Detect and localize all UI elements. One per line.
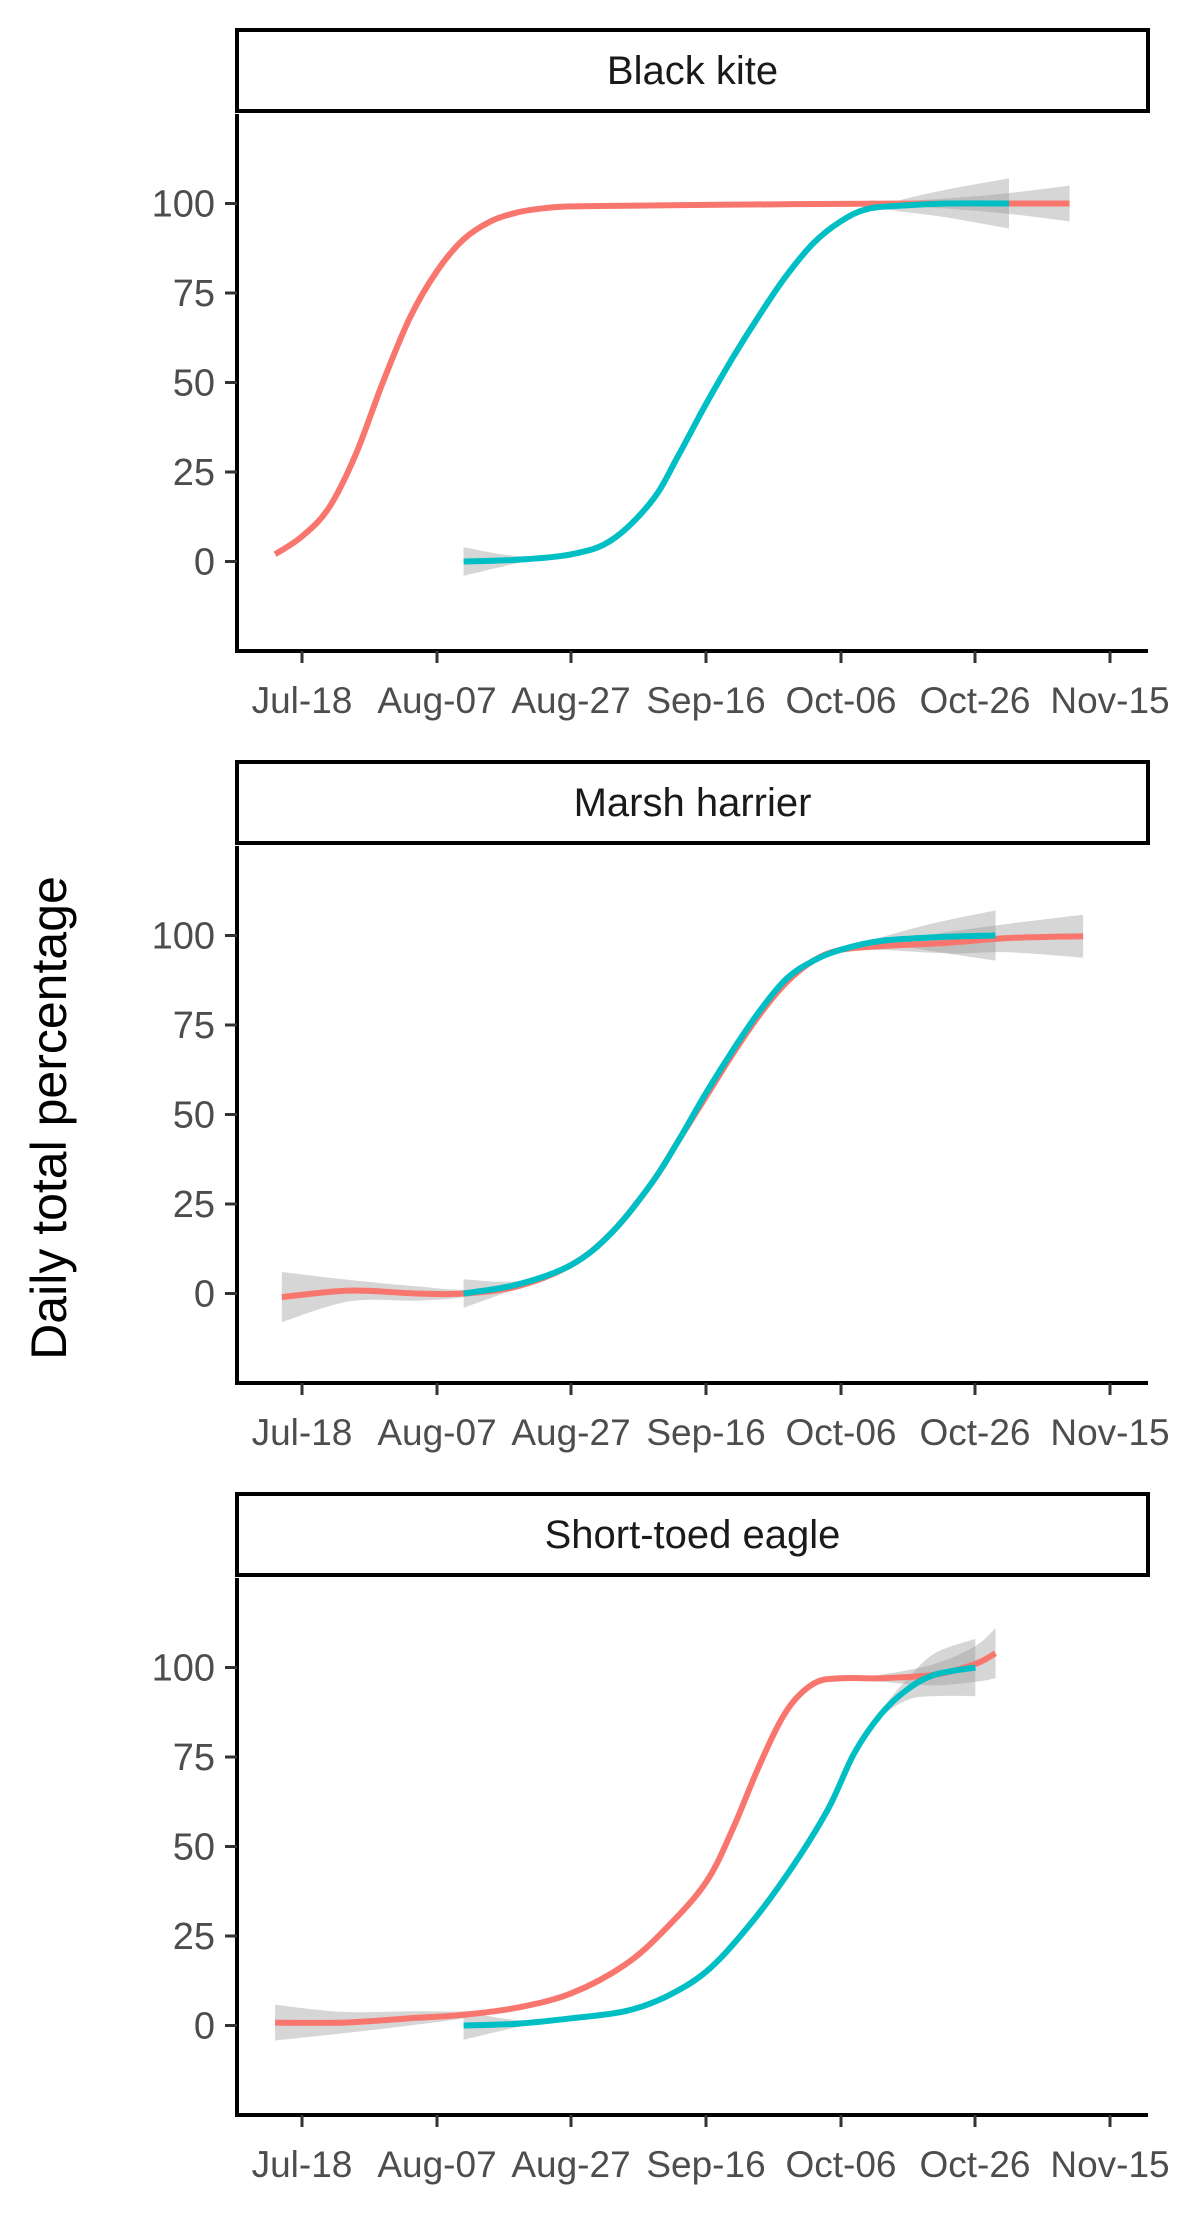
- ci-band-series-1: [275, 1628, 996, 2041]
- x-tick-label: Sep-16: [646, 2144, 765, 2185]
- x-tick-label: Oct-06: [785, 680, 896, 721]
- series-line-2: [463, 1664, 976, 2029]
- x-tick-label: Aug-07: [377, 2144, 496, 2185]
- y-tick-label: 100: [152, 916, 215, 958]
- y-tick-label: 100: [152, 1648, 215, 1690]
- facet-title: Marsh harrier: [574, 781, 812, 825]
- x-tick-label: Aug-27: [511, 680, 630, 721]
- y-tick-label: 75: [173, 1005, 215, 1047]
- x-tick-label: Sep-16: [646, 680, 765, 721]
- facet-title: Short-toed eagle: [545, 1513, 841, 1557]
- x-tick-label: Jul-18: [252, 1412, 353, 1453]
- series-line-2: [463, 932, 996, 1297]
- x-tick-label: Aug-07: [377, 1412, 496, 1453]
- y-tick-label: 50: [173, 1827, 215, 1869]
- y-tick-label: 0: [194, 2006, 215, 2048]
- x-tick-label: Oct-26: [919, 1412, 1030, 1453]
- facet-strip: [235, 28, 1150, 113]
- x-tick-label: Oct-06: [785, 2144, 896, 2185]
- x-tick-label: Nov-15: [1050, 2144, 1169, 2185]
- x-tick-label: Nov-15: [1050, 680, 1169, 721]
- x-tick-label: Oct-26: [919, 680, 1030, 721]
- x-tick-label: Sep-16: [646, 1412, 765, 1453]
- x-tick-label: Aug-27: [511, 2144, 630, 2185]
- y-tick-label: 25: [173, 1184, 215, 1226]
- facet-strip: [235, 760, 1150, 845]
- ci-band-series-1: [275, 185, 1070, 555]
- x-tick-label: Aug-07: [377, 680, 496, 721]
- facet-strip: [235, 1492, 1150, 1577]
- ci-band-series-2: [463, 178, 1010, 576]
- panel-marsh-harrier: Marsh harrier 0 25 50 75 100 Jul-18 Aug-07 Aug-2…: [152, 760, 1170, 1453]
- series-line-1: [275, 1650, 998, 2026]
- ci-band-series-1: [281, 914, 1084, 1323]
- y-tick-label: 75: [173, 273, 215, 315]
- y-tick-label: 75: [173, 1737, 215, 1779]
- ci-band-series-2: [463, 910, 996, 1308]
- y-tick-label: 50: [173, 363, 215, 405]
- y-tick-label: 0: [194, 542, 215, 584]
- panel-black-kite: Black kite 0 25 50 75 100 Jul-18 Aug-07 Aug-27 Se…: [152, 28, 1170, 721]
- panel-short-toed-eagle: Short-toed eagle 0 25 50 75 100 Jul-18 Aug-07 Au…: [152, 1492, 1170, 2185]
- y-tick-label: 0: [194, 1274, 215, 1316]
- y-tick-label: 25: [173, 1916, 215, 1958]
- facet-title: Black kite: [607, 49, 778, 93]
- series-line-1: [273, 200, 1070, 557]
- x-tick-label: Jul-18: [252, 2144, 353, 2185]
- x-tick-label: Aug-27: [511, 1412, 630, 1453]
- x-tick-label: Oct-26: [919, 2144, 1030, 2185]
- y-tick-label: 50: [173, 1095, 215, 1137]
- y-tick-label: 25: [173, 452, 215, 494]
- x-tick-label: Nov-15: [1050, 1412, 1169, 1453]
- panels: Black kite 0 25 50 75 100 Jul-18 Aug-07 Aug-27 Se…: [152, 28, 1170, 2185]
- x-tick-label: Jul-18: [252, 680, 353, 721]
- series-line-1: [281, 933, 1084, 1301]
- y-axis-title: Daily total percentage: [21, 876, 77, 1360]
- series-line-2: [463, 200, 1010, 565]
- x-tick-label: Oct-06: [785, 1412, 896, 1453]
- y-tick-label: 100: [152, 184, 215, 226]
